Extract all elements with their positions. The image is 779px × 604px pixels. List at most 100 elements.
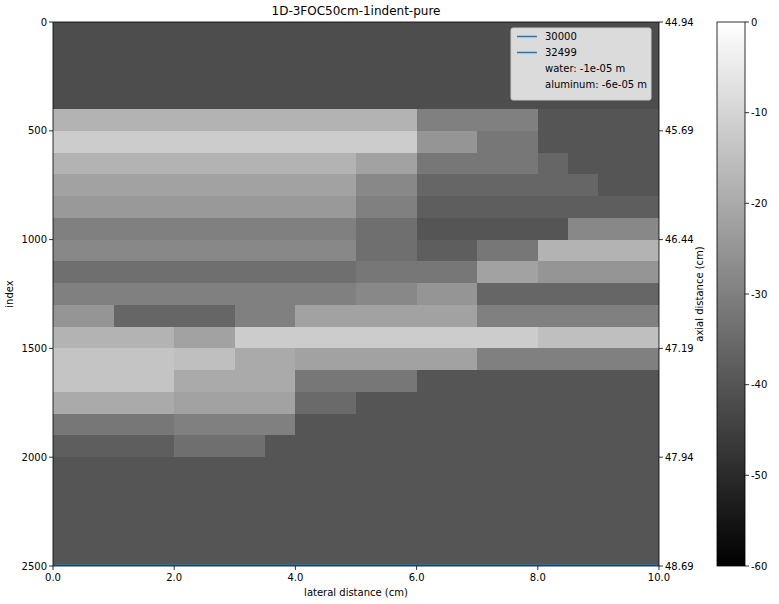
plot-data	[53, 22, 659, 566]
heatmap-cell	[114, 87, 145, 109]
colorbar-tick-label: -50	[751, 470, 767, 481]
heatmap-cell	[235, 435, 266, 457]
heatmap-cell	[83, 283, 114, 305]
heatmap-cell	[114, 109, 145, 131]
heatmap-cell	[174, 370, 205, 392]
heatmap-cell	[265, 109, 296, 131]
title: 1D-3FOC50cm-1indent-pure	[272, 4, 441, 18]
heatmap-cell	[174, 327, 205, 349]
heatmap-cell	[447, 522, 478, 544]
heatmap-cell	[598, 109, 629, 131]
heatmap-cell	[114, 414, 145, 436]
heatmap-cell	[386, 87, 417, 109]
heatmap-cell	[295, 327, 326, 349]
heatmap-cell	[356, 218, 387, 240]
heatmap-cell	[295, 457, 326, 479]
heatmap-cell	[356, 66, 387, 88]
x-tick	[295, 566, 296, 570]
heatmap-cell	[568, 327, 599, 349]
heatmap-cell	[417, 370, 448, 392]
heatmap-cell	[356, 348, 387, 370]
heatmap-cell	[326, 66, 357, 88]
heatmap-cell	[114, 261, 145, 283]
heatmap-cell	[417, 348, 448, 370]
y-tick	[49, 566, 53, 567]
heatmap-cell	[205, 196, 236, 218]
heatmap-cell	[417, 22, 448, 44]
heatmap-cell	[538, 153, 569, 175]
heatmap-cell	[83, 240, 114, 262]
heatmap-cell	[447, 348, 478, 370]
heatmap-cell	[356, 196, 387, 218]
heatmap-cell	[417, 44, 448, 66]
legend-annotation: aluminum: -6e-05 m	[545, 79, 647, 90]
heatmap-cell	[114, 501, 145, 523]
heatmap-cell	[386, 348, 417, 370]
heatmap-cell	[508, 174, 539, 196]
heatmap-cell	[629, 522, 659, 544]
heatmap-cell	[326, 414, 357, 436]
heatmap-cell	[114, 66, 145, 88]
heatmap-cell	[326, 370, 357, 392]
heatmap-cell	[235, 44, 266, 66]
heatmap-cell	[205, 392, 236, 414]
heatmap-cell	[174, 305, 205, 327]
heatmap-cell	[53, 109, 84, 131]
heatmap-cell	[235, 544, 266, 566]
heatmap-cell	[508, 544, 539, 566]
heatmap-cell	[235, 196, 266, 218]
x-tick	[416, 566, 417, 570]
heatmap-cell	[538, 109, 569, 131]
y2-tick-label: 47.94	[665, 452, 694, 463]
heatmap-cell	[568, 109, 599, 131]
y2-tick-label: 44.94	[665, 17, 694, 28]
heatmap-cell	[386, 174, 417, 196]
heatmap-cell	[235, 479, 266, 501]
heatmap-cell	[53, 501, 84, 523]
heatmap-cell	[477, 414, 508, 436]
heatmap-cell	[538, 174, 569, 196]
heatmap-cell	[295, 522, 326, 544]
heatmap-cell	[447, 174, 478, 196]
heatmap-cell	[568, 174, 599, 196]
heatmap-cell	[295, 174, 326, 196]
heatmap-cell	[417, 283, 448, 305]
y2-tick	[659, 22, 663, 23]
heatmap-cell	[295, 109, 326, 131]
heatmap-cell	[477, 305, 508, 327]
heatmap-cell	[568, 131, 599, 153]
x-tick	[174, 566, 175, 570]
heatmap-cell	[235, 109, 266, 131]
heatmap-cell	[417, 153, 448, 175]
x-tick	[537, 566, 538, 570]
heatmap-cell	[508, 348, 539, 370]
heatmap-cell	[174, 283, 205, 305]
heatmap-cell	[235, 131, 266, 153]
heatmap-cell	[235, 240, 266, 262]
heatmap-cell	[356, 544, 387, 566]
heatmap-cell	[326, 327, 357, 349]
heatmap-cell	[53, 153, 84, 175]
heatmap-cell	[144, 109, 175, 131]
heatmap-cell	[386, 501, 417, 523]
heatmap-cell	[598, 479, 629, 501]
y-label: index	[4, 280, 15, 307]
heatmap-cell	[598, 131, 629, 153]
colorbar-tick-label: 0	[751, 17, 757, 28]
heatmap-cell	[447, 392, 478, 414]
heatmap-cell	[508, 327, 539, 349]
heatmap-cell	[235, 22, 266, 44]
heatmap-cell	[568, 240, 599, 262]
heatmap-cell	[53, 174, 84, 196]
heatmap-cell	[265, 22, 296, 44]
heatmap-cell	[598, 348, 629, 370]
heatmap-cell	[205, 87, 236, 109]
heatmap-cell	[538, 240, 569, 262]
heatmap-cell	[295, 240, 326, 262]
heatmap-cell	[114, 305, 145, 327]
heatmap-cell	[144, 196, 175, 218]
heatmap-cell	[538, 479, 569, 501]
heatmap-cell	[144, 240, 175, 262]
heatmap-cell	[326, 87, 357, 109]
heatmap-cell	[295, 305, 326, 327]
